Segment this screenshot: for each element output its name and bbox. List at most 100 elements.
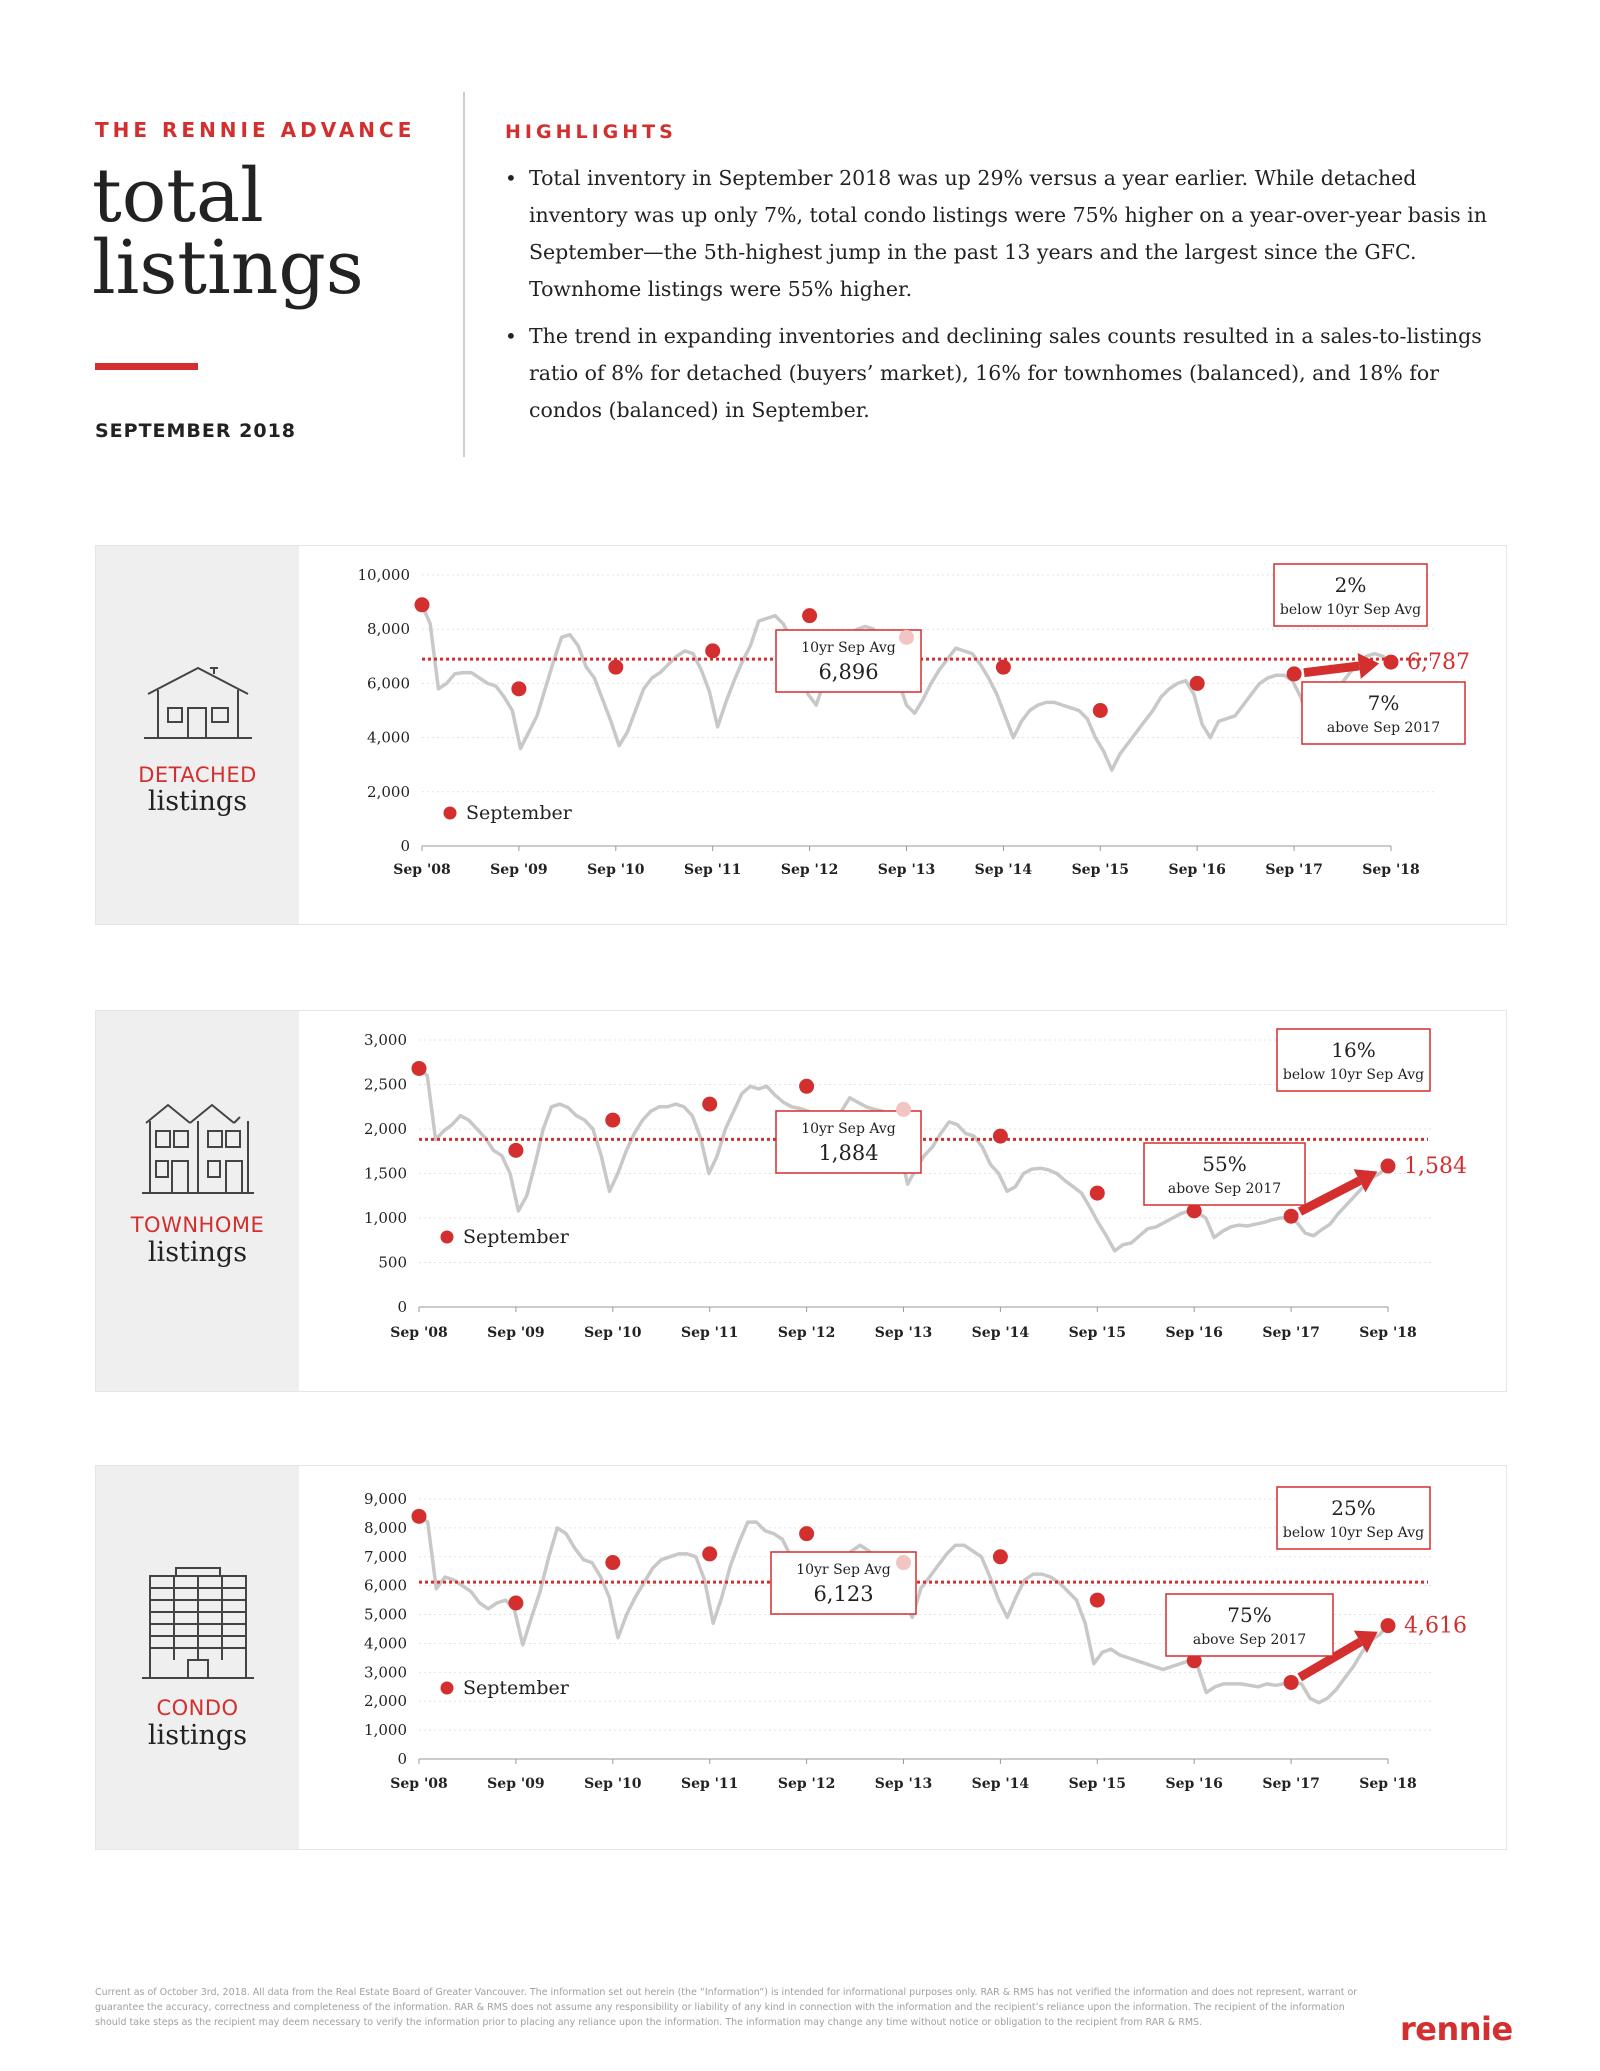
september-point <box>799 1526 815 1542</box>
panel-label-detached: DETACHED <box>138 763 257 787</box>
y-tick-label: 1,000 <box>364 1209 407 1227</box>
page-title: total listings <box>92 153 364 305</box>
y-tick-label: 1,000 <box>364 1721 407 1739</box>
x-tick-label: Sep '18 <box>1359 1776 1416 1792</box>
brand-kicker: THE RENNIE ADVANCE <box>95 118 416 142</box>
current-value-label: 1,584 <box>1404 1154 1467 1179</box>
x-tick-label: Sep '10 <box>587 862 645 878</box>
x-tick-label: Sep '17 <box>1262 1325 1319 1341</box>
vs-average-callout-box <box>1273 563 1428 627</box>
september-point <box>896 1101 911 1117</box>
average-callout-value: 1,884 <box>818 1141 878 1165</box>
september-point <box>1089 1185 1105 1201</box>
legend-label: September <box>466 802 573 824</box>
y-tick-label: 500 <box>378 1254 407 1272</box>
september-point <box>508 1142 524 1158</box>
y-tick-label: 10,000 <box>358 566 411 584</box>
september-point <box>702 1546 718 1562</box>
x-tick-label: Sep '11 <box>684 862 741 878</box>
x-tick-label: Sep '09 <box>487 1325 544 1341</box>
x-tick-label: Sep '14 <box>972 1325 1030 1341</box>
legend-marker <box>440 1681 454 1695</box>
vs-last-year-callout-box <box>1301 681 1466 745</box>
title-underline <box>95 363 198 370</box>
september-point <box>705 643 721 659</box>
september-point <box>605 1555 621 1571</box>
x-tick-label: Sep '14 <box>975 862 1033 878</box>
condo-building-icon <box>142 1567 254 1679</box>
september-point <box>605 1112 621 1128</box>
x-tick-label: Sep '16 <box>1165 1325 1222 1341</box>
legend-marker <box>440 1230 454 1244</box>
panel-label-listings: listings <box>147 1720 248 1751</box>
vs-average-callout-box <box>1276 1028 1431 1092</box>
y-tick-label: 7,000 <box>364 1548 407 1566</box>
panel-sidebar: TOWNHOME listings <box>96 1011 299 1391</box>
y-tick-label: 3,000 <box>364 1663 407 1681</box>
september-point <box>899 629 914 645</box>
y-tick-label: 0 <box>397 1750 407 1768</box>
vs-average-pct: 25% <box>1331 1496 1375 1520</box>
trend-arrow-shaft <box>1297 1637 1363 1682</box>
y-tick-label: 2,000 <box>367 783 410 801</box>
vs-average-pct: 2% <box>1335 573 1367 597</box>
x-tick-label: Sep '11 <box>681 1776 738 1792</box>
y-tick-label: 2,000 <box>364 1120 407 1138</box>
legend-marker <box>443 806 457 820</box>
x-tick-label: Sep '10 <box>584 1325 642 1341</box>
x-tick-label: Sep '16 <box>1168 862 1225 878</box>
panel-label-condo: CONDO <box>156 1696 239 1720</box>
y-tick-label: 6,000 <box>367 674 410 692</box>
september-point <box>411 1508 427 1524</box>
highlight-item: Total inventory in September 2018 was up… <box>505 160 1505 308</box>
y-tick-label: 4,000 <box>367 729 410 747</box>
x-tick-label: Sep '09 <box>487 1776 544 1792</box>
september-point <box>508 1595 524 1611</box>
detached-panel: DETACHED listings 0 2,000 4,000 6,000 8,000 1… <box>95 545 1507 925</box>
highlights-list: Total inventory in September 2018 was up… <box>505 160 1505 439</box>
x-tick-label: Sep '17 <box>1262 1776 1319 1792</box>
september-point <box>896 1555 911 1571</box>
condo-chart: 0 1,000 2,000 3,000 4,000 5,000 6,000 7,000 8,00… <box>364 1486 1467 1792</box>
townhome-chart: 0 500 1,000 1,500 2,000 2,500 3,000 Sep '08 Sep … <box>364 1028 1467 1341</box>
rennie-logo: rennie <box>1400 2010 1513 2048</box>
house-icon <box>144 666 252 739</box>
x-tick-label: Sep '11 <box>681 1325 738 1341</box>
september-point <box>1189 675 1205 691</box>
vs-last-year-pct: 75% <box>1227 1603 1271 1627</box>
x-tick-label: Sep '08 <box>393 862 450 878</box>
september-point <box>1089 1592 1105 1608</box>
vs-last-year-pct: 55% <box>1202 1152 1246 1176</box>
panel-label-listings: listings <box>147 786 248 817</box>
x-tick-label: Sep '13 <box>878 862 935 878</box>
september-point <box>511 681 527 697</box>
x-tick-label: Sep '09 <box>490 862 547 878</box>
trend-arrow-shaft <box>1303 661 1360 678</box>
page-title-line-1: total <box>92 153 264 239</box>
detached-chart: 0 2,000 4,000 6,000 8,000 10,000 Sep '08 Sep '0… <box>358 563 1470 878</box>
y-tick-label: 2,500 <box>364 1076 407 1094</box>
x-tick-label: Sep '08 <box>390 1776 447 1792</box>
vs-last-year-text: above Sep 2017 <box>1168 1181 1281 1197</box>
x-tick-label: Sep '14 <box>972 1776 1030 1792</box>
highlight-item: The trend in expanding inventories and d… <box>505 318 1505 429</box>
townhome-panel: TOWNHOME listings 0 500 1,000 1,500 2,000 2,5… <box>95 1010 1507 1392</box>
y-tick-label: 0 <box>397 1298 407 1316</box>
september-point <box>1383 654 1399 670</box>
trend-arrow-head <box>1353 1169 1378 1193</box>
september-point <box>995 659 1011 675</box>
average-callout-box <box>770 1551 917 1615</box>
average-callout-value: 6,123 <box>813 1582 873 1606</box>
y-tick-label: 9,000 <box>364 1490 407 1508</box>
vs-average-text: below 10yr Sep Avg <box>1283 1067 1424 1083</box>
september-point <box>1186 1203 1202 1219</box>
y-tick-label: 4,000 <box>364 1634 407 1652</box>
panel-sidebar: DETACHED listings <box>96 546 299 924</box>
vs-last-year-callout-box <box>1165 1593 1334 1657</box>
vs-last-year-text: above Sep 2017 <box>1327 720 1440 736</box>
x-tick-label: Sep '18 <box>1359 1325 1416 1341</box>
average-callout-box <box>775 1110 922 1174</box>
x-tick-label: Sep '15 <box>1072 862 1129 878</box>
y-tick-label: 2,000 <box>364 1692 407 1710</box>
x-tick-label: Sep '08 <box>390 1325 447 1341</box>
